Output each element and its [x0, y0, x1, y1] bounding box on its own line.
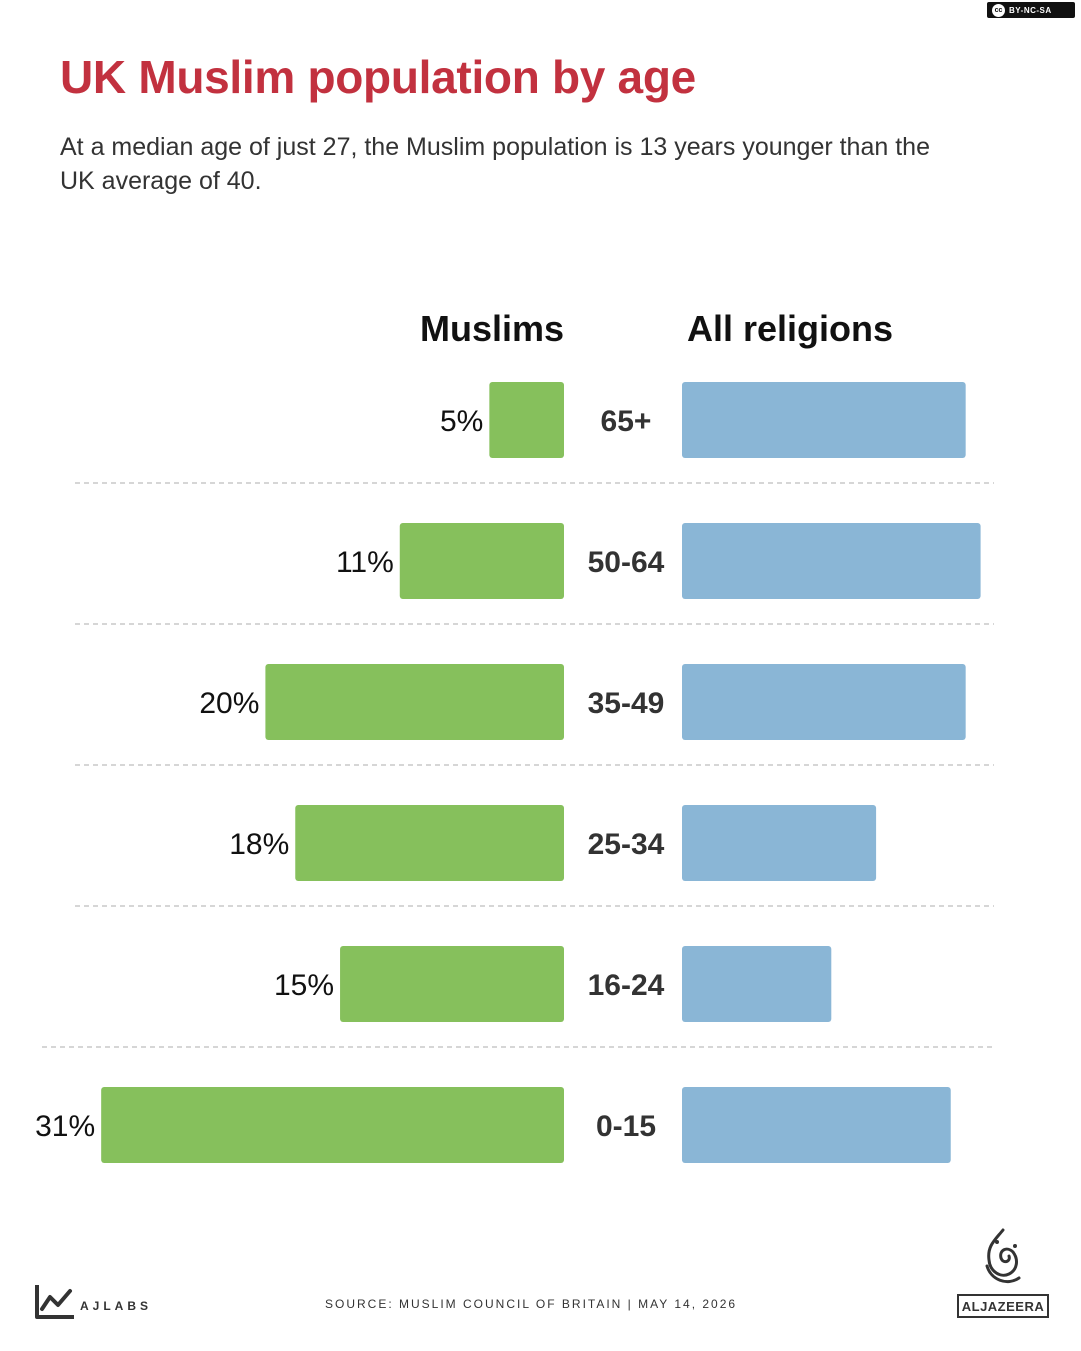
age-group-label: 50-64	[588, 546, 665, 579]
age-group-label: 65+	[601, 405, 652, 438]
aljazeera-logo: ALJAZEERA	[957, 1226, 1051, 1318]
source-note: SOURCE: MUSLIM COUNCIL OF BRITAIN | MAY …	[325, 1297, 738, 1311]
bar-muslims	[101, 1087, 565, 1163]
bar-muslims	[399, 523, 564, 599]
bar-all-religions	[682, 664, 966, 740]
chart-title: UK Muslim population by age	[60, 51, 696, 103]
age-group-label: 25-34	[588, 828, 665, 861]
data-label-muslims: 20%	[199, 687, 259, 720]
bar-all-religions	[682, 805, 877, 881]
age-group-label: 0-15	[596, 1110, 656, 1143]
ajlabs-logo: AJLABS	[34, 1283, 152, 1321]
bar-muslims	[295, 805, 564, 881]
bar-all-religions	[682, 382, 966, 458]
butterfly-bar-chart: Muslims All religions 5% 65+ 11% 50-64 20% 35-4…	[35, 308, 994, 1163]
bar-all-religions	[682, 946, 832, 1022]
data-label-muslims: 31%	[35, 1110, 95, 1143]
creative-commons-icon: cc	[992, 3, 1005, 17]
license-label: BY-NC-SA	[1009, 5, 1052, 15]
series-header-muslims: Muslims	[420, 308, 564, 349]
data-label-muslims: 15%	[274, 969, 334, 1002]
bar-all-religions	[682, 1087, 951, 1163]
data-label-muslims: 11%	[336, 546, 394, 579]
age-group-label: 35-49	[588, 687, 665, 720]
series-header-all-religions: All religions	[687, 308, 893, 349]
bar-muslims	[489, 382, 564, 458]
bar-all-religions	[682, 523, 981, 599]
data-label-muslims: 18%	[229, 828, 289, 861]
ajlabs-chart-icon	[35, 1285, 74, 1319]
bar-muslims	[340, 946, 564, 1022]
chart-subtitle: At a median age of just 27, the Muslim p…	[60, 133, 930, 195]
age-group-label: 16-24	[588, 969, 665, 1002]
aljazeera-calligraphy-icon	[985, 1228, 1021, 1283]
aljazeera-wordmark: ALJAZEERA	[957, 1294, 1049, 1318]
ajlabs-label: AJLABS	[80, 1299, 153, 1313]
bar-muslims	[265, 664, 564, 740]
data-label-muslims: 5%	[440, 405, 483, 438]
license-badge: cc BY-NC-SA	[987, 2, 1075, 18]
